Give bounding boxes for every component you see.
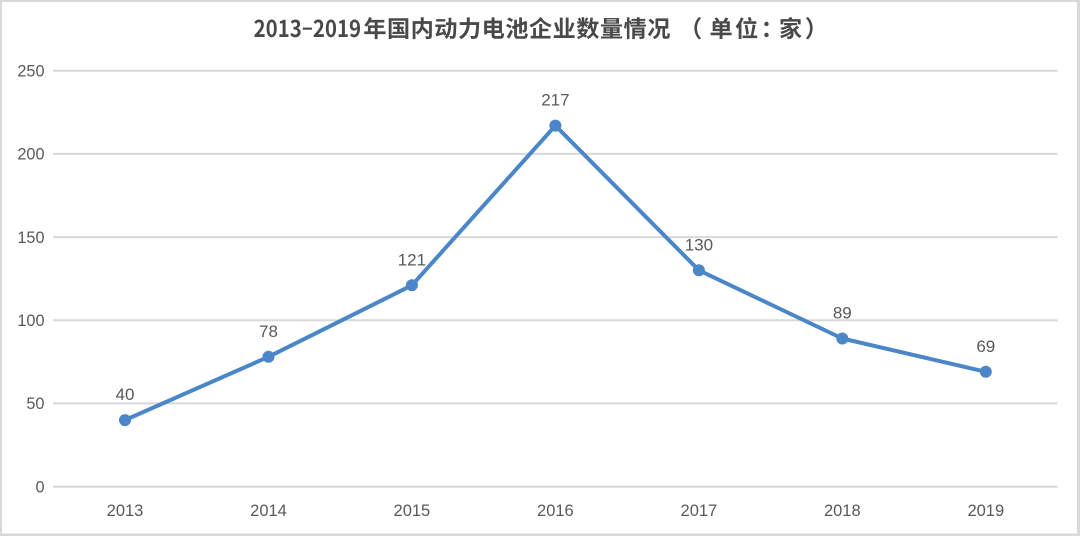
svg-text:150: 150 xyxy=(17,229,44,247)
svg-text:100: 100 xyxy=(17,312,44,330)
svg-text:89: 89 xyxy=(833,304,852,323)
svg-text:0: 0 xyxy=(35,478,44,496)
svg-text:78: 78 xyxy=(259,322,278,341)
svg-text:40: 40 xyxy=(116,385,135,404)
svg-text:130: 130 xyxy=(685,235,713,254)
svg-text:2017: 2017 xyxy=(681,502,718,520)
svg-text:2019: 2019 xyxy=(967,502,1004,520)
svg-text:2015: 2015 xyxy=(394,502,431,520)
svg-text:2018: 2018 xyxy=(824,502,861,520)
svg-text:250: 250 xyxy=(17,62,44,80)
svg-text:69: 69 xyxy=(976,337,995,356)
svg-text:2014: 2014 xyxy=(250,502,287,520)
svg-text:217: 217 xyxy=(541,91,569,110)
svg-text:200: 200 xyxy=(17,146,44,164)
svg-text:2016: 2016 xyxy=(537,502,574,520)
svg-text:50: 50 xyxy=(26,395,44,413)
svg-text:2013: 2013 xyxy=(107,502,144,520)
svg-text:121: 121 xyxy=(398,250,426,269)
